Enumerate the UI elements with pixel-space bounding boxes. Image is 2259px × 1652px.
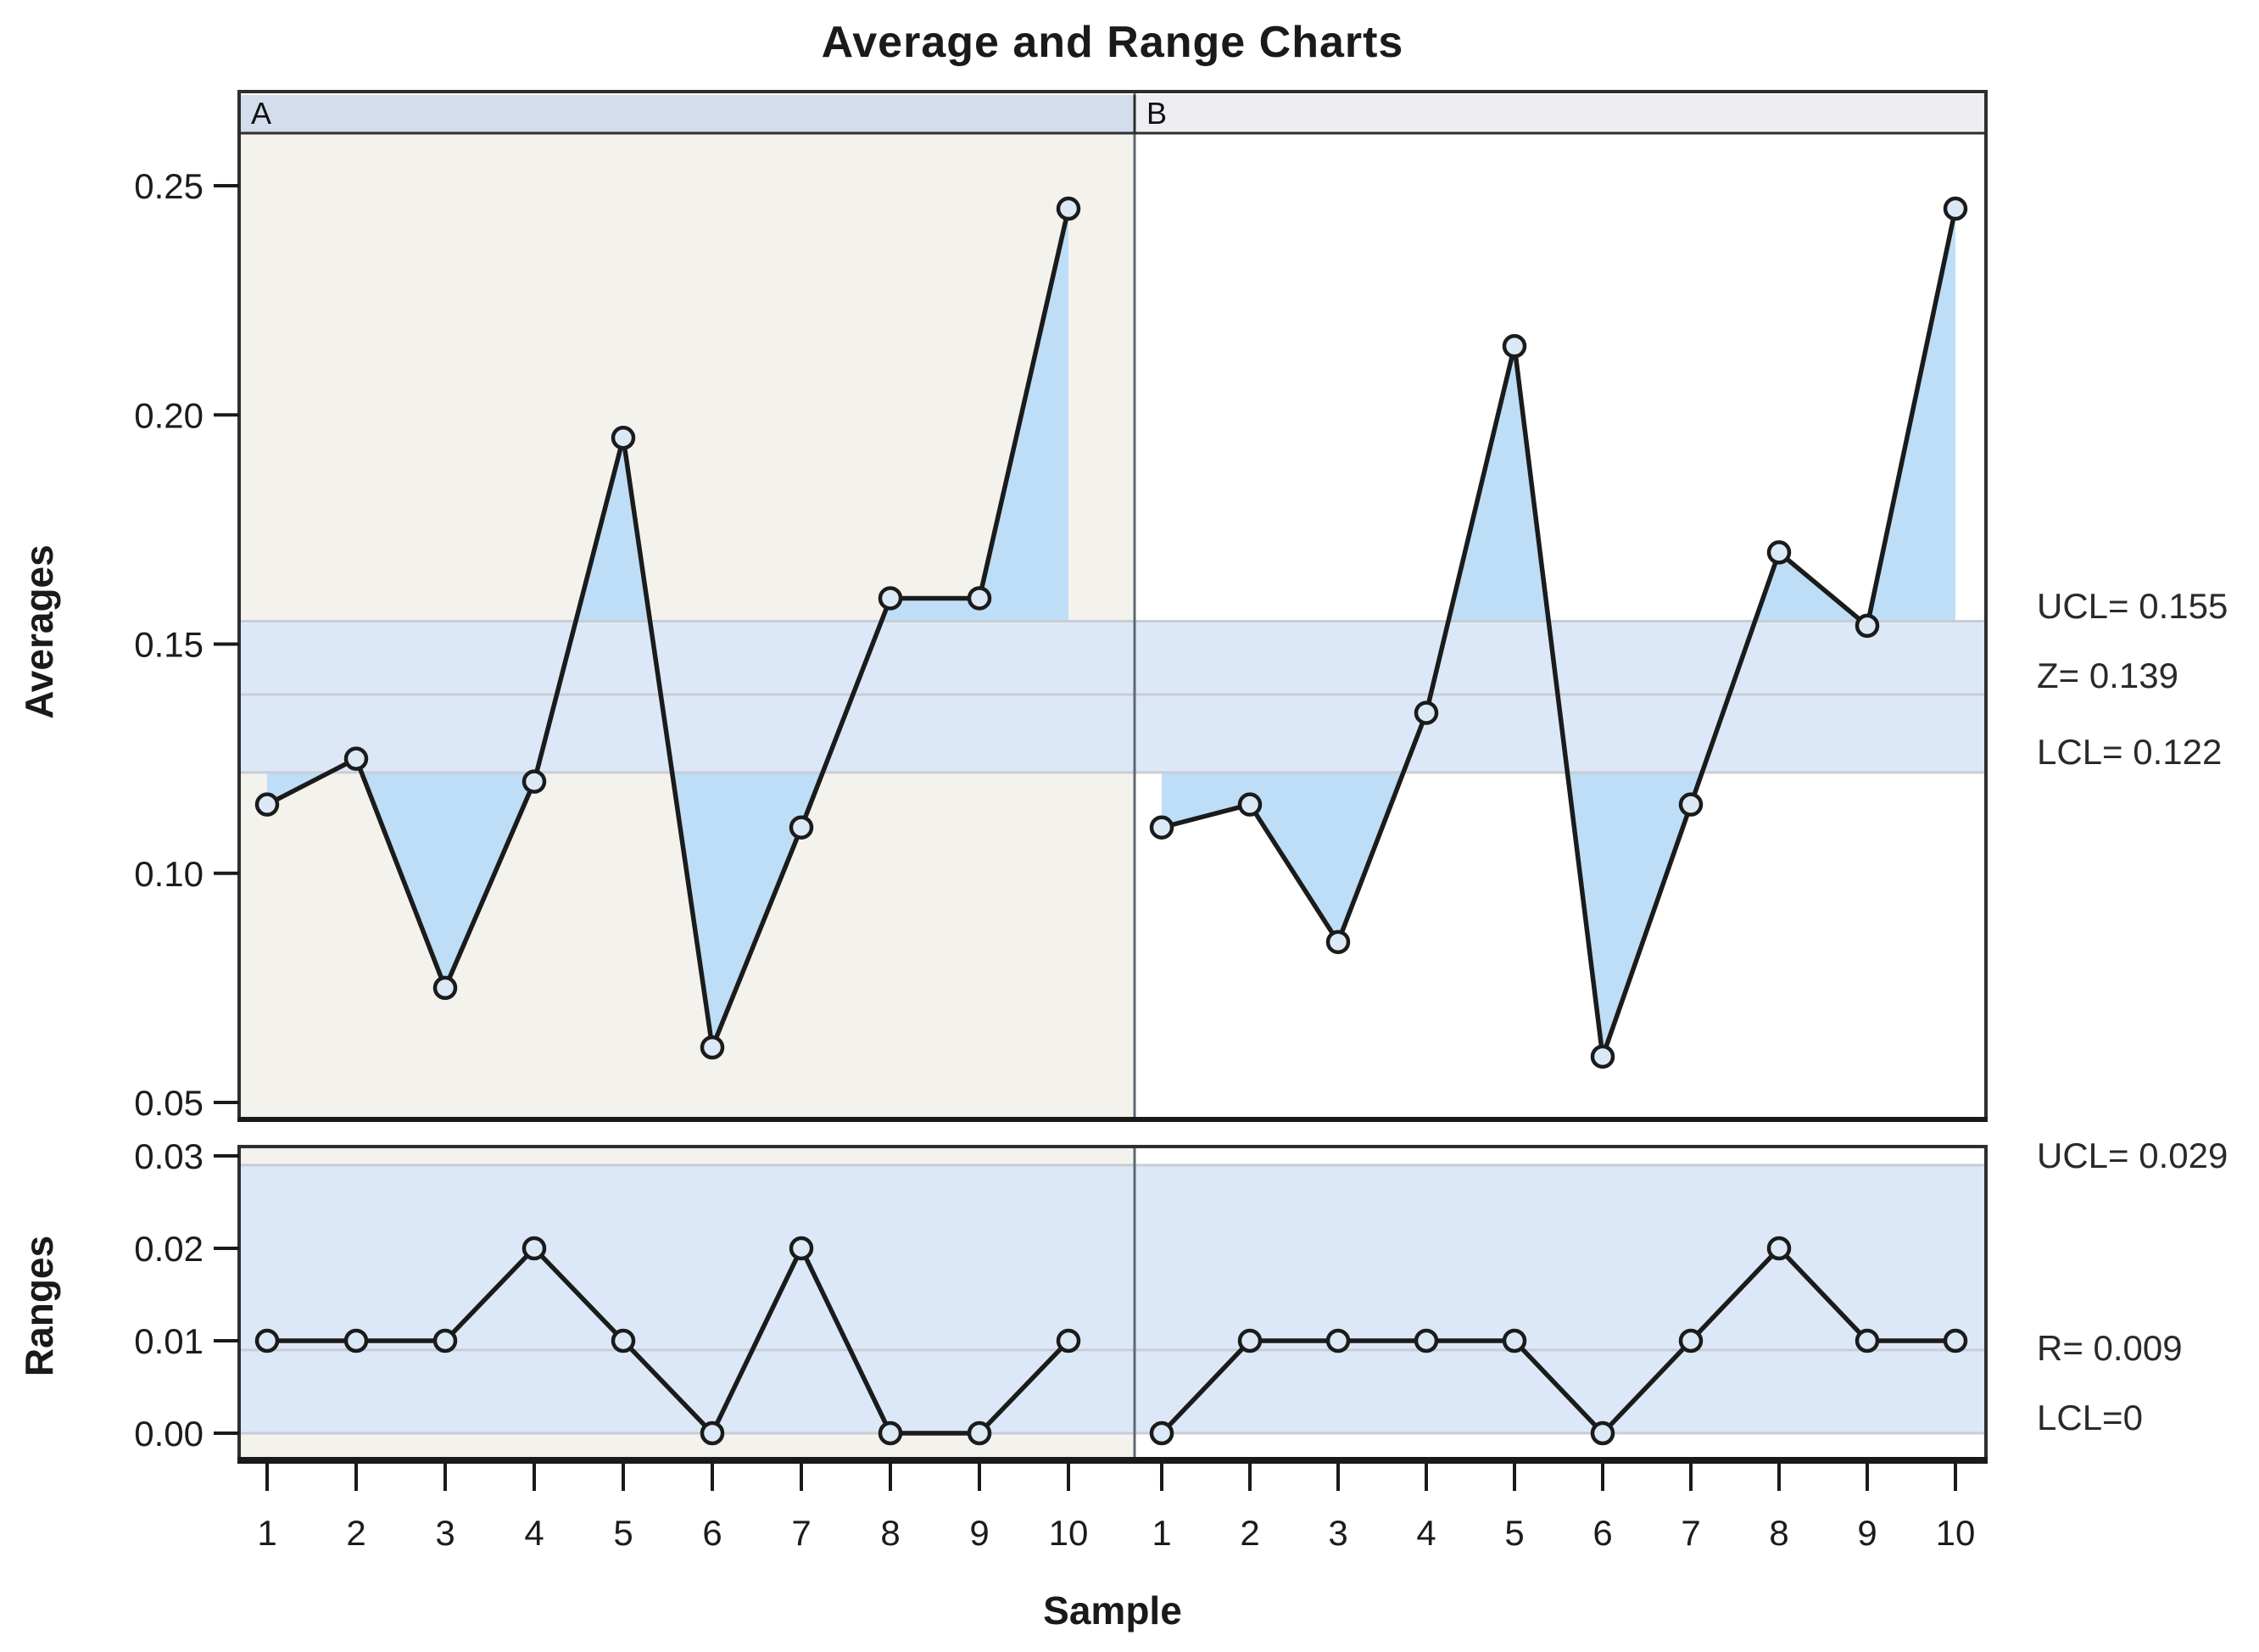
data-point-marker — [1766, 1236, 1792, 1261]
x-tick-label: 1 — [1152, 1513, 1171, 1553]
control-band — [239, 621, 1986, 773]
x-tick-label: 8 — [1769, 1513, 1788, 1553]
data-point-marker — [1056, 196, 1081, 221]
averages-lcl-annotation: LCL= 0.122 — [2037, 732, 2223, 772]
data-point-marker — [700, 1420, 725, 1446]
y-tick-label: 0.01 — [134, 1321, 204, 1361]
y-tick-label: 0.03 — [134, 1136, 204, 1176]
data-point-marker — [343, 1328, 369, 1353]
data-point-marker — [1414, 700, 1439, 725]
data-point-marker — [1855, 1328, 1880, 1353]
y-tick-label: 0.10 — [134, 854, 204, 894]
data-point-marker — [1414, 1328, 1439, 1353]
data-point-marker — [1590, 1044, 1615, 1069]
series-line-a — [265, 1246, 1071, 1436]
panel-header-label-b: B — [1146, 96, 1167, 131]
data-point-marker — [432, 975, 458, 1001]
ranges-center-annotation: R= 0.009 — [2037, 1328, 2183, 1368]
data-point-marker — [1855, 613, 1880, 639]
data-point-marker — [789, 815, 814, 840]
data-point-marker — [254, 1328, 280, 1353]
chart-title: Average and Range Charts — [821, 18, 1404, 67]
data-point-marker — [1325, 929, 1351, 955]
x-tick-label: 1 — [257, 1513, 276, 1553]
x-tick-label: 9 — [969, 1513, 989, 1553]
data-point-marker — [254, 792, 280, 817]
data-point-marker — [878, 586, 903, 611]
y-tick-label: 0.00 — [134, 1414, 204, 1454]
series-line-b — [1159, 1246, 1958, 1436]
data-point-marker — [1056, 1328, 1081, 1353]
data-point-marker — [1237, 792, 1263, 817]
panel-header-b — [1135, 95, 1986, 133]
data-point-marker — [1678, 792, 1704, 817]
x-tick-label: 4 — [1416, 1513, 1436, 1553]
data-point-marker — [611, 426, 636, 450]
data-point-marker — [1237, 1328, 1263, 1353]
data-point-marker — [1149, 1420, 1174, 1446]
data-point-marker — [432, 1328, 458, 1353]
x-tick-label: 10 — [1049, 1513, 1089, 1553]
out-of-control-fill-below-lcl — [1162, 772, 1703, 1057]
data-point-marker — [878, 1420, 903, 1446]
data-point-marker — [1766, 540, 1792, 565]
data-point-marker — [967, 1420, 992, 1446]
data-point-marker — [522, 1236, 547, 1261]
out-of-control-fill-above-ucl — [576, 209, 1068, 622]
x-tick-label: 3 — [435, 1513, 455, 1553]
data-point-marker — [1943, 196, 1968, 221]
data-point-marker — [522, 769, 547, 794]
data-point-marker — [1502, 333, 1527, 359]
data-point-marker — [789, 1236, 814, 1261]
x-tick-label: 6 — [702, 1513, 722, 1553]
y-tick-label: 0.05 — [134, 1083, 204, 1123]
data-point-marker — [1678, 1328, 1704, 1353]
data-point-marker — [1325, 1328, 1351, 1353]
control-band — [239, 1164, 1986, 1433]
x-tick-label: 4 — [524, 1513, 544, 1553]
x-tick-label: 2 — [1240, 1513, 1259, 1553]
data-point-marker — [700, 1035, 725, 1060]
x-tick-label: 7 — [791, 1513, 811, 1553]
data-point-marker — [611, 1328, 636, 1353]
x-axis: 1 2 3 4 5 6 7 8 9 10 1 2 3 4 5 6 7 8 9 10 — [257, 1464, 1975, 1553]
averages-center-annotation: Z= 0.139 — [2037, 656, 2178, 695]
ranges-chart: 0.03 0.02 0.01 0.00 — [134, 1136, 1988, 1464]
data-point-marker — [1590, 1420, 1615, 1446]
panel-header-a — [239, 95, 1135, 133]
data-point-marker — [1149, 815, 1174, 840]
data-point-marker — [343, 746, 369, 771]
x-tick-label: 9 — [1857, 1513, 1877, 1553]
data-point-marker — [1502, 1328, 1527, 1353]
series-line-a — [265, 206, 1071, 1050]
y-tick-label: 0.15 — [134, 625, 204, 665]
sample-axis-label: Sample — [1043, 1588, 1182, 1632]
y-tick-label: 0.02 — [134, 1229, 204, 1269]
x-tick-label: 5 — [613, 1513, 633, 1553]
averages-chart: A B 0.25 0.20 0.15 0.10 0.05 — [134, 90, 1988, 1123]
series-line-b — [1159, 206, 1958, 1059]
x-tick-label: 2 — [346, 1513, 365, 1553]
x-tick-label: 7 — [1681, 1513, 1700, 1553]
averages-ucl-annotation: UCL= 0.155 — [2037, 586, 2228, 626]
x-tick-label: 6 — [1592, 1513, 1612, 1553]
ranges-lcl-annotation: LCL=0 — [2037, 1398, 2143, 1437]
out-of-control-fill-above-ucl — [1448, 209, 1955, 622]
y-tick-label: 0.20 — [134, 395, 204, 435]
panel-header-label-a: A — [251, 96, 271, 131]
y-tick-label: 0.25 — [134, 166, 204, 206]
x-tick-label: 5 — [1504, 1513, 1524, 1553]
x-tick-label: 3 — [1328, 1513, 1347, 1553]
x-tick-label: 8 — [880, 1513, 900, 1553]
data-point-marker — [1943, 1328, 1968, 1353]
x-tick-label: 10 — [1936, 1513, 1976, 1553]
ranges-ucl-annotation: UCL= 0.029 — [2037, 1136, 2228, 1175]
data-point-marker — [967, 586, 992, 611]
